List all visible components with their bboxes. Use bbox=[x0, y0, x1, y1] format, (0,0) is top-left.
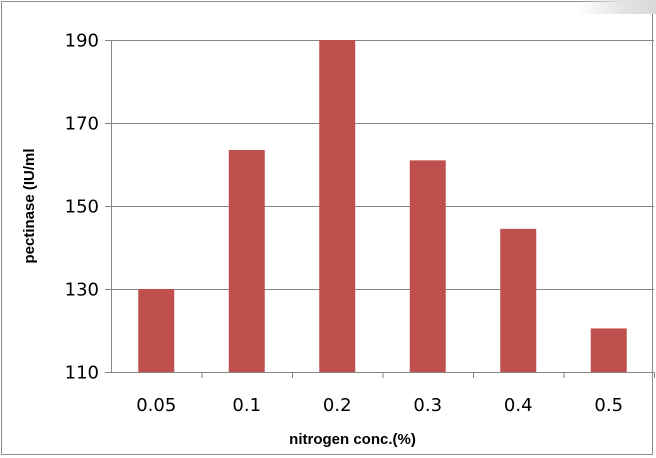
x-tick-label: 0.2 bbox=[323, 395, 352, 416]
axes bbox=[105, 40, 655, 378]
bar bbox=[228, 149, 265, 372]
bar bbox=[409, 160, 446, 372]
bar bbox=[138, 289, 175, 372]
x-tick-label: 0.5 bbox=[594, 395, 623, 416]
x-axis-title: nitrogen conc.(%) bbox=[289, 431, 416, 448]
bar bbox=[319, 40, 356, 372]
tick-labels: 110 130 150 170 190 0.05 0.1 0.2 0.3 0.4 0.5 bbox=[65, 31, 623, 417]
corner-shade bbox=[576, 0, 656, 14]
bar bbox=[590, 328, 627, 372]
x-tick-label: 0.05 bbox=[136, 395, 176, 416]
y-tick-label: 170 bbox=[65, 114, 99, 135]
y-axis-title: pectinase (IU/ml bbox=[21, 148, 38, 263]
bar bbox=[500, 228, 537, 372]
y-tick-label: 190 bbox=[65, 31, 99, 52]
y-tick-label: 110 bbox=[65, 363, 99, 384]
gridlines bbox=[111, 40, 654, 290]
bars bbox=[138, 40, 627, 372]
y-tick-label: 150 bbox=[65, 197, 99, 218]
x-tick-label: 0.4 bbox=[504, 395, 533, 416]
y-tick-label: 130 bbox=[65, 280, 99, 301]
x-tick-label: 0.3 bbox=[413, 395, 442, 416]
x-tick-label: 0.1 bbox=[232, 395, 261, 416]
